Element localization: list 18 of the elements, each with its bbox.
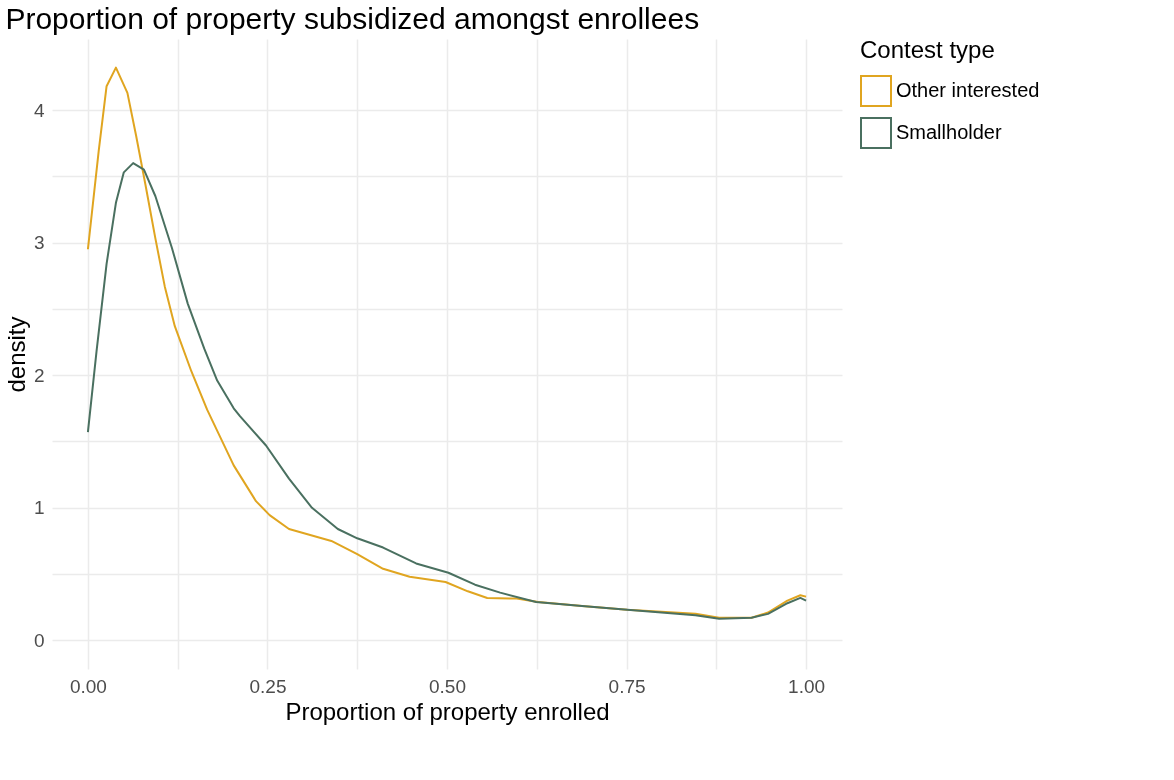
legend-label: Other interested: [896, 79, 1040, 101]
x-tick-label: 0.50: [429, 675, 466, 697]
x-tick-label: 0.00: [69, 675, 107, 697]
chart-title: Proportion of property subsidized amongst enrollees: [5, 2, 700, 35]
y-tick-label: 3: [33, 232, 45, 254]
y-tick-label: 2: [33, 364, 45, 386]
x-tick-label: 0.75: [608, 675, 646, 697]
y-tick-label: 4: [33, 99, 45, 121]
line-series: [86, 162, 808, 620]
x-tick-label: 0.25: [249, 675, 287, 697]
line-series: [86, 66, 808, 619]
x-axis-title: Proportion of property enrolled: [285, 697, 610, 725]
legend-label: Smallholder: [896, 121, 1002, 143]
y-axis-title: density: [2, 316, 30, 393]
y-tick-label: 0: [33, 629, 45, 651]
x-tick-label: 1.00: [788, 675, 826, 697]
y-tick-label: 1: [33, 497, 45, 519]
legend-title: Contest type: [860, 36, 995, 63]
